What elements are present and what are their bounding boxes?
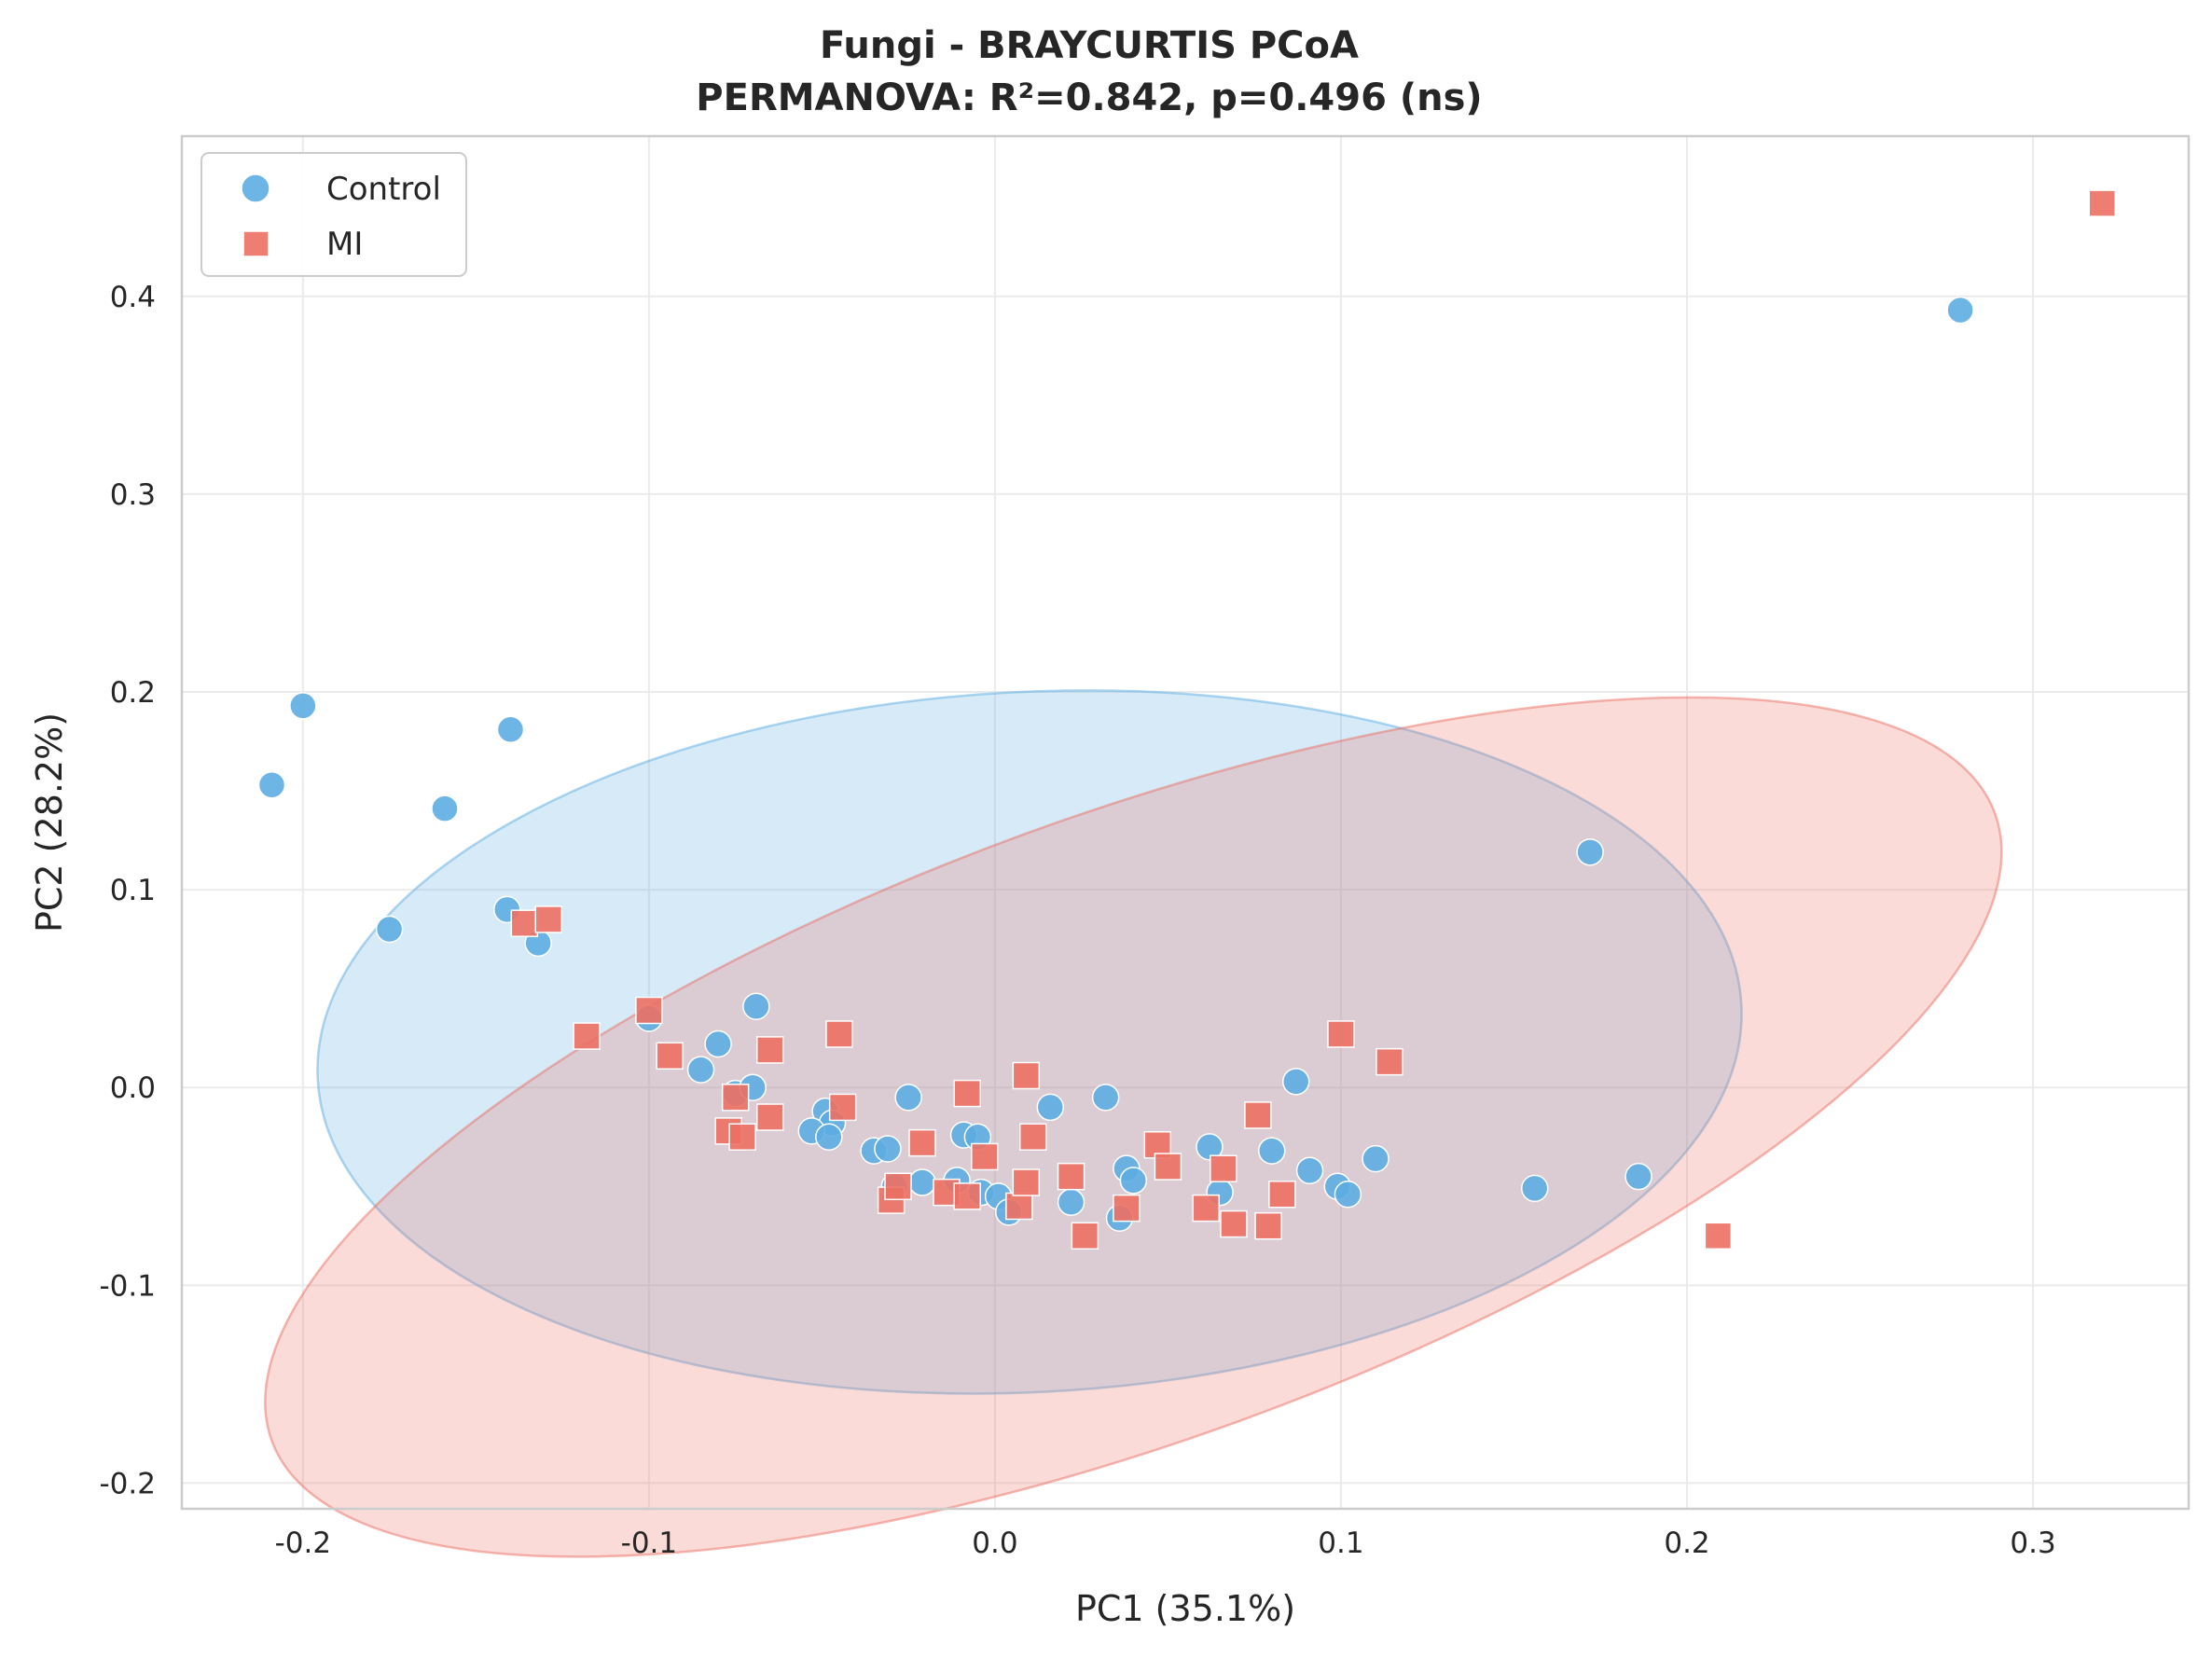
point-control (1946, 296, 1974, 325)
point-mi (534, 905, 563, 933)
y-axis-label: PC2 (28.2%) (29, 712, 70, 933)
point-control (908, 1168, 936, 1196)
y-tick-label: 0.1 (110, 874, 156, 907)
grid (182, 136, 2189, 1509)
point-mi (1220, 1209, 1248, 1238)
point-control (874, 1135, 902, 1163)
point-control (1258, 1137, 1286, 1165)
point-control (431, 794, 459, 822)
point-control (375, 915, 404, 944)
point-mi (1704, 1222, 1733, 1250)
point-mi (1192, 1194, 1221, 1223)
x-tick-label: 0.1 (1318, 1527, 1363, 1560)
point-mi (953, 1079, 981, 1108)
point-mi (908, 1128, 936, 1157)
point-mi (1268, 1181, 1296, 1209)
point-mi (1254, 1211, 1282, 1240)
x-tick-label: 0.0 (972, 1527, 1017, 1560)
ellipse-group-mi (264, 696, 2003, 1558)
y-tick-label: 0.2 (110, 676, 156, 710)
point-mi (1057, 1162, 1085, 1191)
legend-label-control: Control (326, 171, 441, 208)
tick-labels: -0.2 -0.1 0.0 0.1 0.2 0.3 -0.2 -0.1 0.0 0.1 0.2 0.3… (100, 281, 2056, 1560)
point-control (1057, 1188, 1085, 1216)
point-control (894, 1084, 922, 1112)
point-mi (1327, 1020, 1355, 1048)
y-tick-label: 0.4 (110, 281, 156, 314)
y-tick-label: -0.1 (100, 1269, 157, 1303)
point-mi (971, 1142, 999, 1171)
legend: Control MI (200, 152, 467, 277)
confidence-ellipses (264, 689, 2003, 1558)
point-mi (510, 909, 539, 937)
point-mi (573, 1022, 601, 1050)
chart-title: Fungi - BRAYCURTIS PCoA (820, 24, 1359, 67)
point-mi (884, 1172, 912, 1201)
point-control (1196, 1133, 1224, 1161)
point-control (1119, 1167, 1148, 1195)
point-control (1036, 1093, 1065, 1122)
point-mi (756, 1036, 784, 1064)
point-mi (1018, 1123, 1047, 1151)
point-mi (2088, 189, 2116, 217)
point-control (289, 692, 317, 720)
point-control (1091, 1084, 1120, 1112)
point-control (1295, 1156, 1324, 1185)
x-tick-label: -0.1 (621, 1527, 678, 1560)
confidence-ellipse-control (316, 689, 1743, 1395)
legend-marker-mi (242, 230, 270, 257)
point-mi (1244, 1101, 1272, 1129)
legend-marker-control (241, 173, 270, 203)
point-mi (1154, 1153, 1182, 1181)
y-tick-label: 0.3 (110, 478, 156, 512)
point-control (815, 1123, 843, 1151)
y-tick-label: -0.2 (100, 1467, 157, 1500)
point-mi (728, 1123, 756, 1151)
x-tick-label: 0.2 (1664, 1527, 1709, 1560)
point-mi (828, 1093, 857, 1122)
point-control (686, 1056, 715, 1084)
ellipse-group-control (316, 689, 1743, 1395)
point-control (1624, 1162, 1652, 1191)
point-mi (1012, 1168, 1041, 1196)
point-mi (1210, 1154, 1237, 1182)
point-control (1362, 1144, 1389, 1173)
y-tick-label: 0.0 (110, 1071, 156, 1105)
point-control (257, 770, 286, 799)
chart-subtitle: PERMANOVA: R²=0.842, p=0.496 (ns) (696, 76, 1482, 119)
x-axis-label: PC1 (35.1%) (1075, 1588, 1295, 1629)
data-points (257, 189, 2116, 1250)
x-tick-label: -0.2 (275, 1527, 332, 1560)
point-control (742, 992, 770, 1021)
point-control (1281, 1068, 1310, 1096)
point-mi (1012, 1061, 1041, 1090)
point-control (704, 1029, 732, 1058)
point-mi (721, 1084, 750, 1112)
confidence-ellipse-mi (264, 696, 2003, 1558)
point-mi (825, 1020, 853, 1048)
point-mi (656, 1042, 684, 1071)
point-mi (756, 1103, 784, 1131)
point-mi (953, 1182, 981, 1210)
plot-area (182, 136, 2189, 1509)
point-mi (1005, 1192, 1033, 1221)
x-tick-label: 0.3 (2010, 1527, 2055, 1560)
point-mi (635, 996, 663, 1025)
point-control (1334, 1181, 1362, 1209)
point-mi (1071, 1222, 1099, 1250)
point-control (496, 715, 525, 744)
point-control (1576, 838, 1604, 866)
point-mi (1376, 1047, 1403, 1076)
plot-frame (180, 134, 2191, 1511)
point-mi (1113, 1194, 1141, 1223)
legend-label-mi: MI (326, 226, 363, 263)
point-control (1520, 1174, 1549, 1203)
